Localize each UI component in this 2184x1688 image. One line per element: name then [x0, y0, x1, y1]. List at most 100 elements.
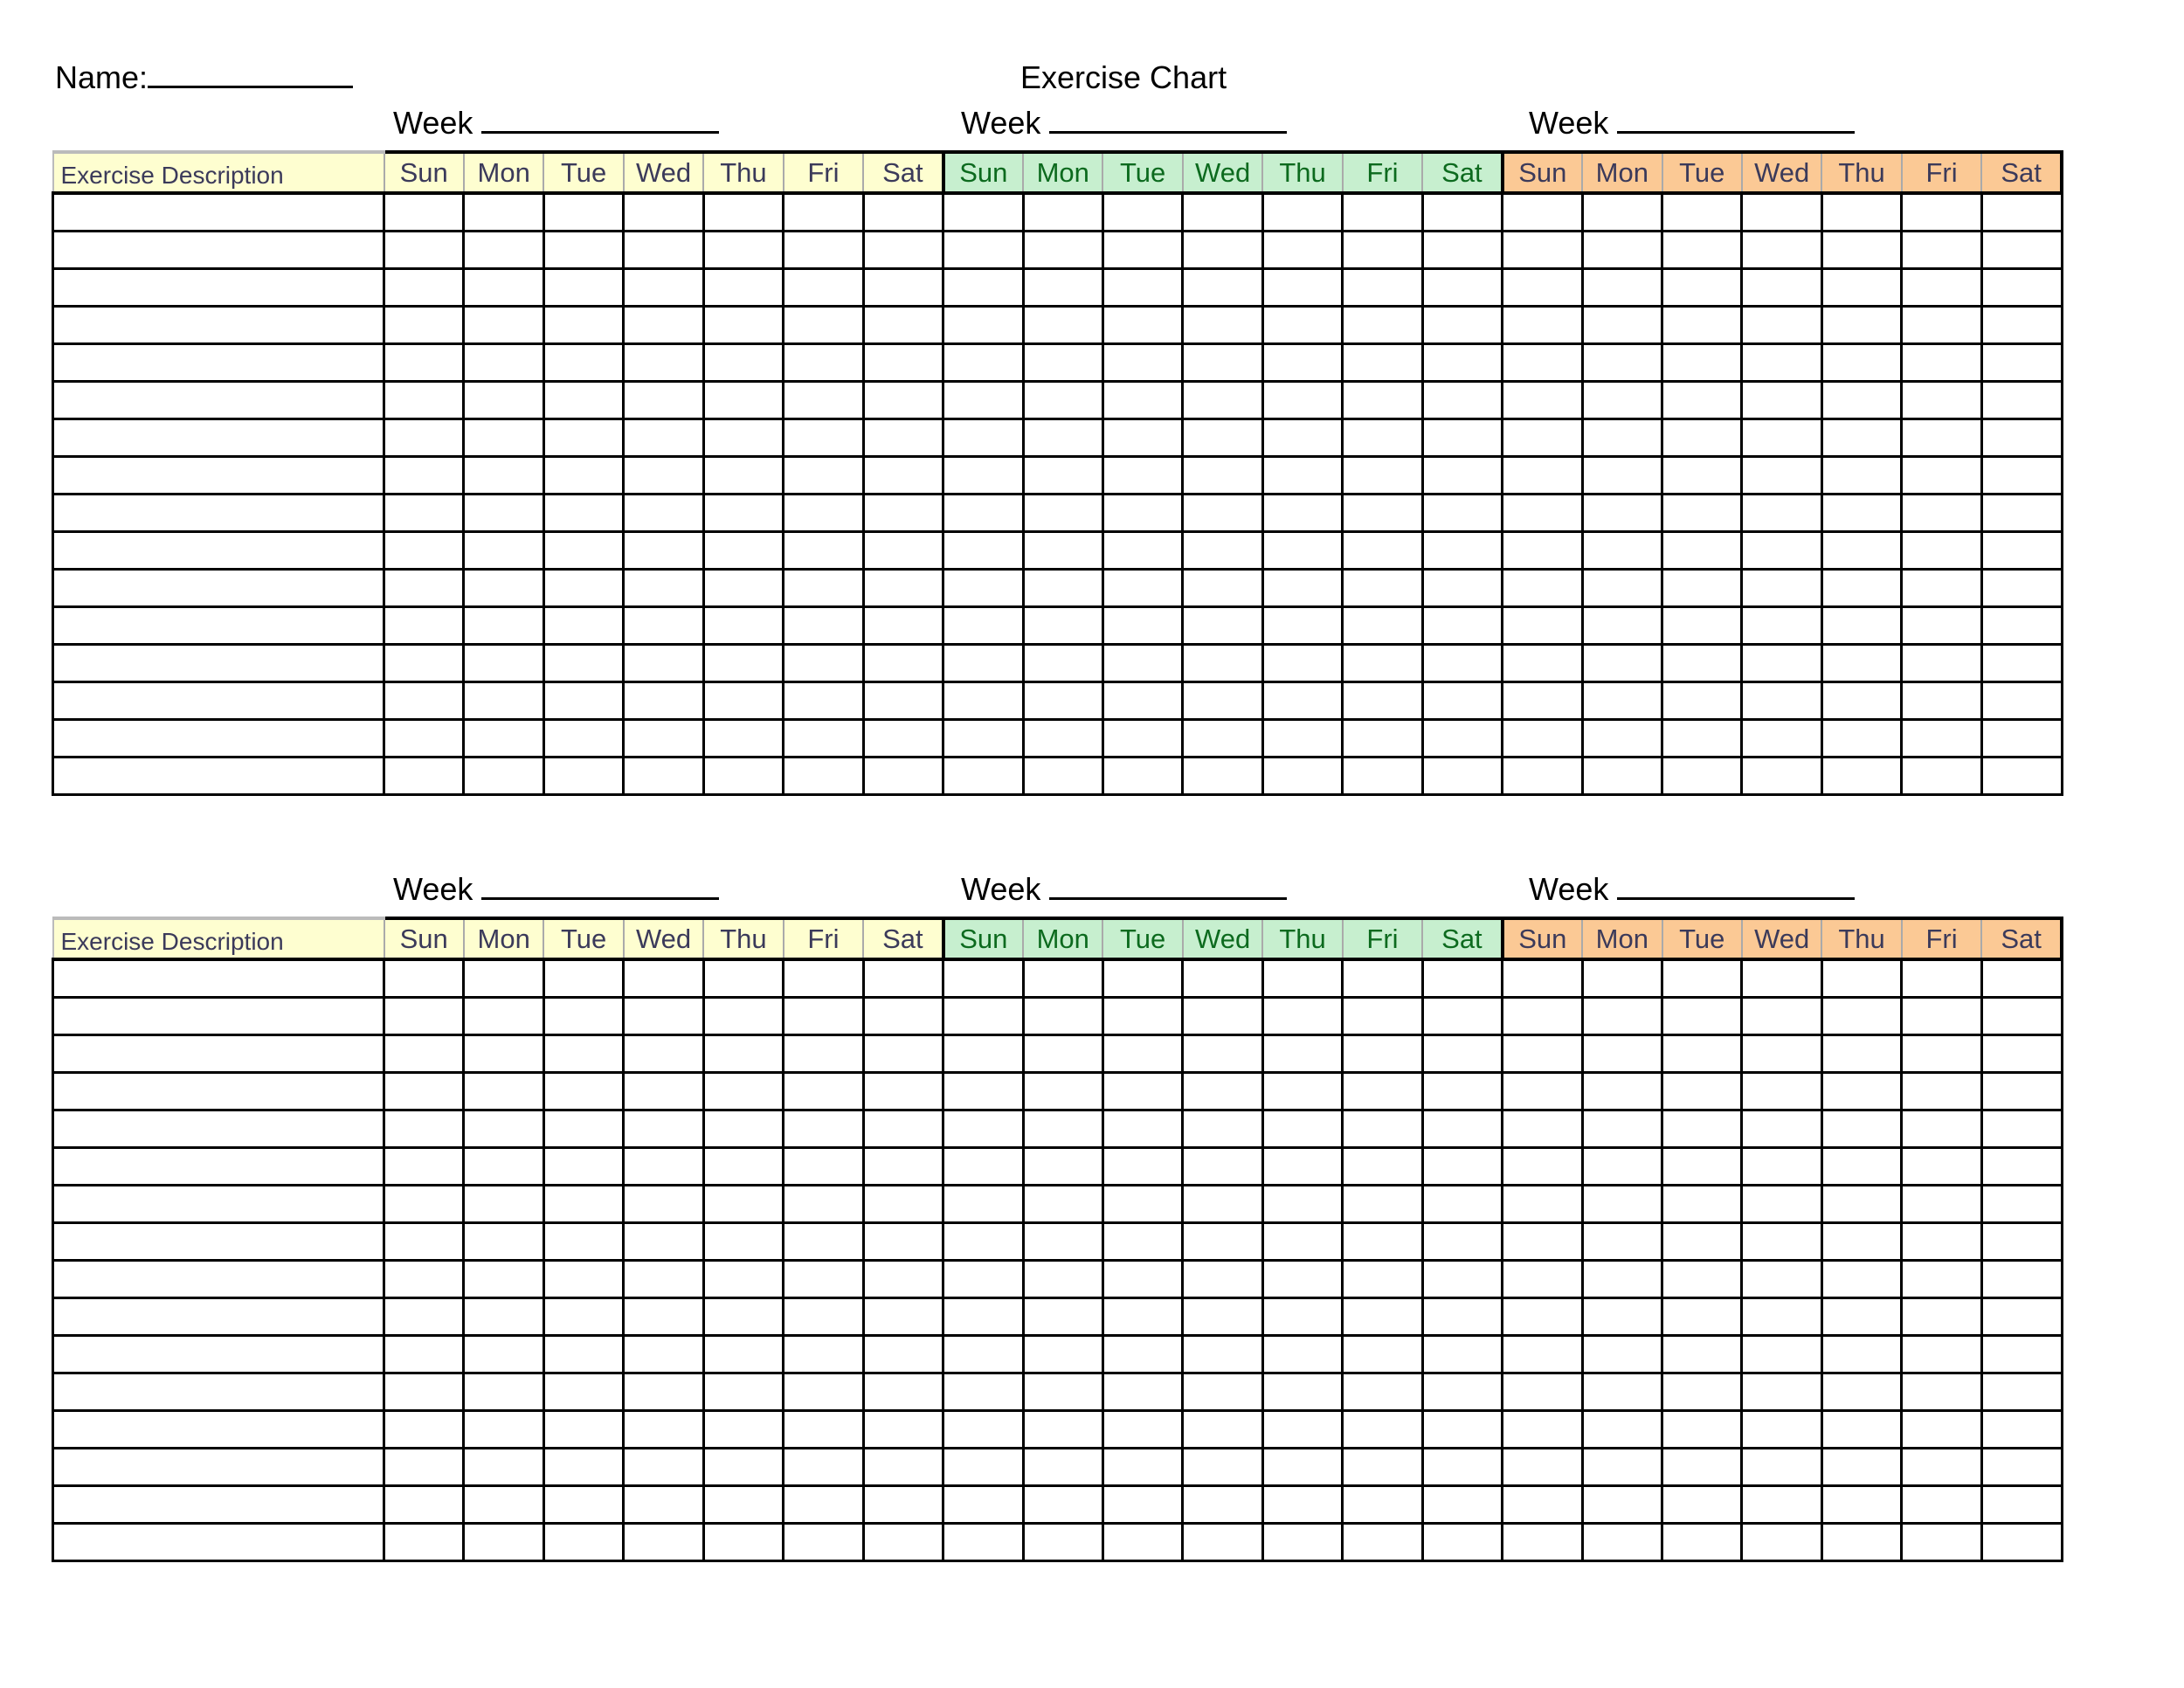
day-cell[interactable] [1900, 1259, 1983, 1299]
day-cell[interactable] [622, 493, 705, 533]
day-cell[interactable] [782, 996, 865, 1036]
day-cell[interactable] [1900, 1334, 1983, 1374]
day-cell[interactable] [622, 568, 705, 608]
day-cell[interactable] [1740, 305, 1823, 345]
day-cell[interactable] [1021, 267, 1104, 308]
day-cell[interactable] [1181, 1409, 1264, 1449]
day-cell[interactable] [542, 718, 625, 758]
day-cell[interactable] [1900, 493, 1983, 533]
day-cell[interactable] [1021, 1372, 1104, 1412]
day-cell[interactable] [1420, 1372, 1504, 1412]
day-cell[interactable] [1501, 230, 1584, 270]
week-field[interactable]: Week [1529, 871, 1856, 908]
day-cell[interactable] [1820, 530, 1904, 571]
day-cell[interactable] [382, 1522, 466, 1562]
day-cell[interactable] [622, 1334, 705, 1374]
day-cell[interactable] [1580, 1484, 1664, 1525]
day-cell[interactable] [702, 380, 785, 420]
day-cell[interactable] [1580, 605, 1664, 646]
day-cell[interactable] [542, 1372, 625, 1412]
day-cell[interactable] [782, 1034, 865, 1074]
day-cell[interactable] [1181, 1221, 1264, 1262]
day-cell[interactable] [1900, 267, 1983, 308]
day-cell[interactable] [1580, 756, 1664, 796]
day-cell[interactable] [1101, 643, 1185, 683]
day-cell[interactable] [1261, 455, 1344, 495]
exercise-description-cell[interactable] [52, 267, 385, 308]
day-cell[interactable] [1900, 996, 1983, 1036]
day-cell[interactable] [1660, 1146, 1744, 1186]
day-cell[interactable] [942, 1484, 1025, 1525]
day-cell[interactable] [462, 1409, 545, 1449]
day-cell[interactable] [1900, 1484, 1983, 1525]
day-cell[interactable] [861, 1034, 945, 1074]
day-cell[interactable] [622, 530, 705, 571]
day-cell[interactable] [1820, 1146, 1904, 1186]
day-cell[interactable] [1740, 455, 1823, 495]
day-cell[interactable] [1660, 1259, 1744, 1299]
day-cell[interactable] [1740, 1447, 1823, 1487]
day-cell[interactable] [542, 1447, 625, 1487]
day-cell[interactable] [1420, 530, 1504, 571]
day-cell[interactable] [1820, 305, 1904, 345]
day-cell[interactable] [1740, 191, 1823, 232]
week-field[interactable]: Week [1529, 105, 1856, 142]
day-cell[interactable] [1021, 1259, 1104, 1299]
day-cell[interactable] [1580, 996, 1664, 1036]
day-cell[interactable] [1900, 191, 1983, 232]
day-cell[interactable] [861, 1447, 945, 1487]
day-cell[interactable] [382, 1297, 466, 1337]
day-cell[interactable] [1261, 1297, 1344, 1337]
day-cell[interactable] [942, 681, 1025, 721]
day-cell[interactable] [462, 305, 545, 345]
day-cell[interactable] [942, 1297, 1025, 1337]
exercise-description-cell[interactable] [52, 418, 385, 458]
day-cell[interactable] [622, 756, 705, 796]
day-cell[interactable] [1420, 267, 1504, 308]
day-cell[interactable] [861, 1146, 945, 1186]
day-cell[interactable] [542, 1297, 625, 1337]
day-cell[interactable] [702, 1447, 785, 1487]
day-cell[interactable] [1420, 1221, 1504, 1262]
day-cell[interactable] [1420, 1522, 1504, 1562]
day-cell[interactable] [1181, 1522, 1264, 1562]
day-cell[interactable] [782, 1184, 865, 1224]
day-cell[interactable] [382, 605, 466, 646]
day-cell[interactable] [782, 1259, 865, 1299]
day-cell[interactable] [1820, 568, 1904, 608]
day-cell[interactable] [1980, 1409, 2063, 1449]
day-cell[interactable] [1740, 530, 1823, 571]
day-cell[interactable] [861, 1334, 945, 1374]
day-cell[interactable] [1980, 191, 2063, 232]
day-cell[interactable] [1980, 1259, 2063, 1299]
day-cell[interactable] [542, 958, 625, 999]
day-cell[interactable] [702, 342, 785, 383]
day-cell[interactable] [1660, 380, 1744, 420]
day-cell[interactable] [1181, 455, 1264, 495]
day-cell[interactable] [1101, 1297, 1185, 1337]
day-cell[interactable] [1980, 1522, 2063, 1562]
day-cell[interactable] [942, 342, 1025, 383]
day-cell[interactable] [1021, 455, 1104, 495]
day-cell[interactable] [1261, 1109, 1344, 1149]
day-cell[interactable] [1820, 191, 1904, 232]
day-cell[interactable] [1740, 418, 1823, 458]
day-cell[interactable] [1101, 756, 1185, 796]
day-cell[interactable] [942, 230, 1025, 270]
day-cell[interactable] [1820, 1484, 1904, 1525]
day-cell[interactable] [1101, 1109, 1185, 1149]
day-cell[interactable] [1101, 1259, 1185, 1299]
day-cell[interactable] [1980, 455, 2063, 495]
day-cell[interactable] [1820, 342, 1904, 383]
day-cell[interactable] [1820, 267, 1904, 308]
day-cell[interactable] [861, 756, 945, 796]
day-cell[interactable] [462, 1071, 545, 1111]
day-cell[interactable] [1501, 568, 1584, 608]
day-cell[interactable] [1261, 1447, 1344, 1487]
day-cell[interactable] [1820, 455, 1904, 495]
day-cell[interactable] [1261, 568, 1344, 608]
day-cell[interactable] [1420, 568, 1504, 608]
day-cell[interactable] [1900, 1372, 1983, 1412]
day-cell[interactable] [1261, 1071, 1344, 1111]
day-cell[interactable] [462, 718, 545, 758]
